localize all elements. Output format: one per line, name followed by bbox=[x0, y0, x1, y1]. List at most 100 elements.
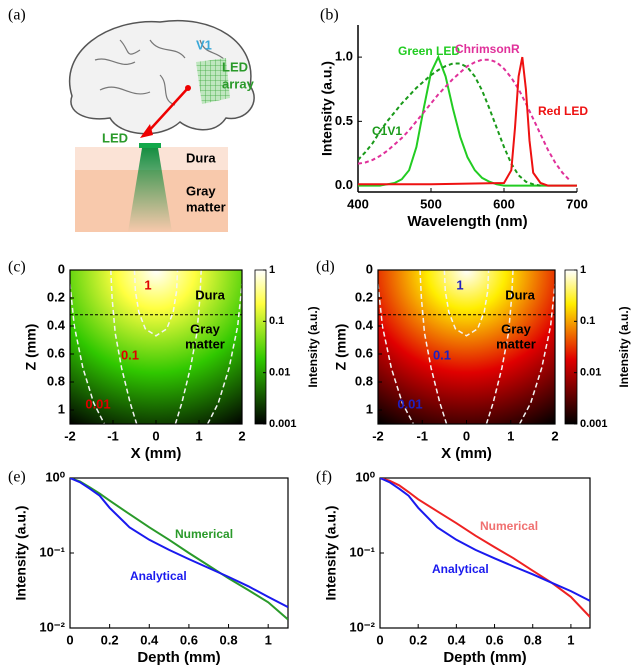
panel-label: (b) bbox=[320, 7, 339, 24]
y-tick-label: 0.2 bbox=[47, 289, 65, 304]
x-tick-label: 0.6 bbox=[486, 632, 504, 647]
y-tick-label: 0 bbox=[58, 261, 65, 276]
panel-label: (f) bbox=[316, 469, 332, 486]
series-line bbox=[358, 62, 541, 187]
y-tick-label: 1.0 bbox=[335, 49, 353, 64]
x-tick-label: 0.8 bbox=[524, 632, 542, 647]
x-tick-label: -2 bbox=[372, 428, 384, 443]
light-cone bbox=[128, 148, 172, 232]
x-tick-label: 2 bbox=[551, 428, 558, 443]
contour-label: 1 bbox=[456, 277, 463, 292]
x-tick-label: 0.4 bbox=[140, 632, 159, 647]
series-label: Analytical bbox=[432, 562, 489, 576]
colorbar-tick-label: 0.1 bbox=[269, 315, 284, 327]
series-label: ChrimsonR bbox=[455, 42, 520, 56]
contour-line bbox=[377, 283, 556, 425]
x-tick-label: 1 bbox=[507, 428, 514, 443]
panel-label: (e) bbox=[8, 469, 26, 486]
x-tick-label: 700 bbox=[566, 196, 588, 211]
region-label: Dura bbox=[505, 287, 535, 302]
colorbar-tick-label: 1 bbox=[580, 264, 586, 276]
brain-folds bbox=[94, 39, 226, 106]
y-tick-label: 0.0 bbox=[335, 177, 353, 192]
diagram: (a) V1 LED array LED Dura Gray matter bbox=[8, 7, 255, 232]
y-tick-label: 0.6 bbox=[355, 345, 373, 360]
region-label: matter bbox=[496, 336, 536, 351]
x-tick-label: 1 bbox=[567, 632, 574, 647]
x-tick-label: 600 bbox=[493, 196, 515, 211]
colorbar-tick-label: 0.001 bbox=[269, 418, 297, 430]
contour-line bbox=[69, 283, 243, 425]
led-array-label: array bbox=[222, 76, 255, 91]
x-tick-label: 400 bbox=[347, 196, 369, 211]
colorbar-label: Intensity (a.u.) bbox=[617, 306, 631, 387]
y-tick-label: 0.5 bbox=[335, 113, 353, 128]
x-tick-label: 0.8 bbox=[220, 632, 238, 647]
contour-label: 0.1 bbox=[433, 347, 451, 362]
x-axis-label: Depth (mm) bbox=[443, 649, 526, 666]
contour-line bbox=[443, 269, 490, 337]
y-tick-label: 10⁻¹ bbox=[349, 544, 375, 559]
contour-line bbox=[110, 269, 202, 425]
x-tick-label: 0 bbox=[152, 428, 159, 443]
series-line bbox=[358, 54, 577, 187]
x-axis-label: X (mm) bbox=[131, 445, 182, 462]
y-axis-label: Intensity (a.u.) bbox=[323, 506, 339, 601]
x-tick-label: 0.2 bbox=[409, 632, 427, 647]
colorbar-label: Intensity (a.u.) bbox=[306, 306, 320, 387]
y-tick-label: 1 bbox=[58, 401, 65, 416]
y-tick-label: 0.2 bbox=[355, 289, 373, 304]
y-tick-label: 10⁻¹ bbox=[39, 544, 65, 559]
panel-label: (a) bbox=[8, 7, 26, 24]
x-tick-label: 500 bbox=[420, 196, 442, 211]
heatmap-field bbox=[70, 270, 242, 424]
contour-label: 0.01 bbox=[397, 396, 422, 411]
series-label: Analytical bbox=[130, 569, 187, 583]
x-tick-label: 1 bbox=[195, 428, 202, 443]
y-tick-label: 0.6 bbox=[47, 345, 65, 360]
series-line bbox=[358, 58, 571, 182]
x-tick-label: -2 bbox=[64, 428, 76, 443]
gray-matter-label: matter bbox=[186, 199, 226, 214]
series-line bbox=[70, 478, 288, 621]
panel-label: (c) bbox=[8, 259, 26, 276]
arrow bbox=[145, 87, 189, 135]
contour-label: 0.01 bbox=[85, 396, 110, 411]
panel-label: (d) bbox=[316, 259, 335, 276]
y-axis-label: Intensity (a.u.) bbox=[319, 61, 335, 156]
region-label: Gray bbox=[190, 321, 220, 336]
y-axis-label: Z (mm) bbox=[333, 324, 349, 371]
x-tick-label: 0.6 bbox=[180, 632, 198, 647]
contour-label: 0.1 bbox=[121, 347, 139, 362]
led-label: LED bbox=[102, 130, 128, 145]
series-label: Numerical bbox=[175, 527, 233, 541]
series-line bbox=[358, 56, 577, 187]
x-tick-label: 1 bbox=[265, 632, 272, 647]
y-tick-label: 10⁻² bbox=[39, 619, 65, 634]
series-label: Red LED bbox=[538, 104, 588, 118]
contour-line bbox=[133, 269, 179, 337]
y-tick-label: 0.4 bbox=[355, 317, 374, 332]
colorbar bbox=[564, 269, 578, 425]
heatmap-field bbox=[378, 270, 555, 424]
contour-line bbox=[419, 269, 514, 425]
x-tick-label: 0 bbox=[66, 632, 73, 647]
x-tick-label: 0.4 bbox=[447, 632, 466, 647]
y-tick-label: 10⁻² bbox=[349, 619, 375, 634]
colorbar bbox=[254, 269, 267, 425]
series-line bbox=[380, 478, 590, 602]
contour-label: 1 bbox=[144, 277, 151, 292]
y-tick-label: 10⁰ bbox=[355, 469, 375, 484]
y-axis-label: Intensity (a.u.) bbox=[13, 506, 29, 601]
y-tick-label: 0.8 bbox=[355, 373, 373, 388]
x-tick-label: -1 bbox=[107, 428, 119, 443]
led-array bbox=[196, 58, 230, 104]
colorbar-tick-label: 0.001 bbox=[580, 418, 608, 430]
colorbar-tick-label: 0.01 bbox=[580, 367, 601, 379]
series-label: C1V1 bbox=[372, 124, 402, 138]
y-tick-label: 0 bbox=[366, 261, 373, 276]
series-line bbox=[70, 478, 288, 608]
colorbar-tick-label: 0.01 bbox=[269, 367, 290, 379]
region-label: Gray bbox=[501, 321, 531, 336]
